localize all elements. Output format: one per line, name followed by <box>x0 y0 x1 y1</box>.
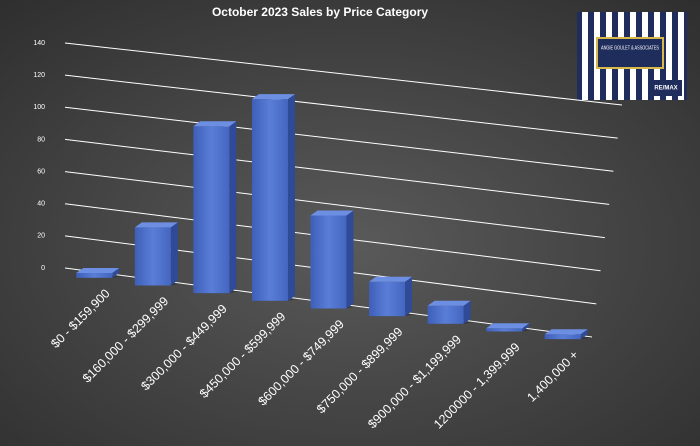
y-tick-label: 0 <box>41 265 45 272</box>
bar-side <box>287 94 295 301</box>
grid-line <box>64 106 614 172</box>
bar-side <box>580 329 588 340</box>
bar-front <box>544 334 581 340</box>
y-tick-label: 20 <box>37 233 45 240</box>
y-tick-label: 40 <box>37 201 45 208</box>
bar-side <box>112 268 120 278</box>
bar-front <box>310 215 347 309</box>
bar-top <box>76 268 120 274</box>
y-tick-label: 80 <box>37 136 45 143</box>
y-tick-label: 140 <box>33 40 45 47</box>
y-tick-label: 60 <box>37 168 45 175</box>
logo-box <box>596 37 664 69</box>
bar-side <box>346 210 354 309</box>
bar <box>76 268 124 278</box>
bar-front <box>76 273 113 278</box>
grid-line <box>64 74 618 139</box>
bar-side <box>522 323 530 332</box>
logo-name: ANGIE GOULET & ASSOCIATES <box>601 45 659 51</box>
bar-top <box>369 276 413 282</box>
bar <box>427 300 475 324</box>
bar-front <box>134 227 171 286</box>
bar-front <box>427 305 464 324</box>
brand-badge <box>650 80 682 96</box>
bar-front <box>369 281 406 317</box>
y-tick-label: 120 <box>33 72 45 79</box>
bar-top <box>134 222 178 228</box>
bar-top <box>544 329 588 335</box>
bar-front <box>193 126 230 294</box>
grid-line <box>64 171 605 239</box>
chart-title: October 2023 Sales by Price Category <box>212 5 428 19</box>
bar-top <box>486 323 530 329</box>
bar-top <box>427 300 471 306</box>
bar-side <box>405 276 413 317</box>
grid-line <box>64 138 610 205</box>
y-tick-label: 100 <box>33 104 45 111</box>
bar-side <box>170 222 178 286</box>
bar <box>369 276 417 317</box>
bar <box>544 329 592 340</box>
bar <box>193 121 241 294</box>
bar <box>134 222 182 286</box>
bar-top <box>193 121 237 127</box>
bar-top <box>310 210 354 216</box>
bar-front <box>251 99 288 301</box>
bar <box>486 323 534 332</box>
bar-top <box>251 94 295 100</box>
grid-line <box>64 42 623 106</box>
logo: ANGIE GOULET & ASSOCIATES RE/MAX <box>577 12 687 100</box>
bar-front <box>486 328 523 332</box>
brand-name: RE/MAX <box>654 86 677 92</box>
bar <box>251 94 299 301</box>
bar-side <box>463 300 471 324</box>
bar <box>310 210 358 309</box>
bar-side <box>229 121 237 294</box>
